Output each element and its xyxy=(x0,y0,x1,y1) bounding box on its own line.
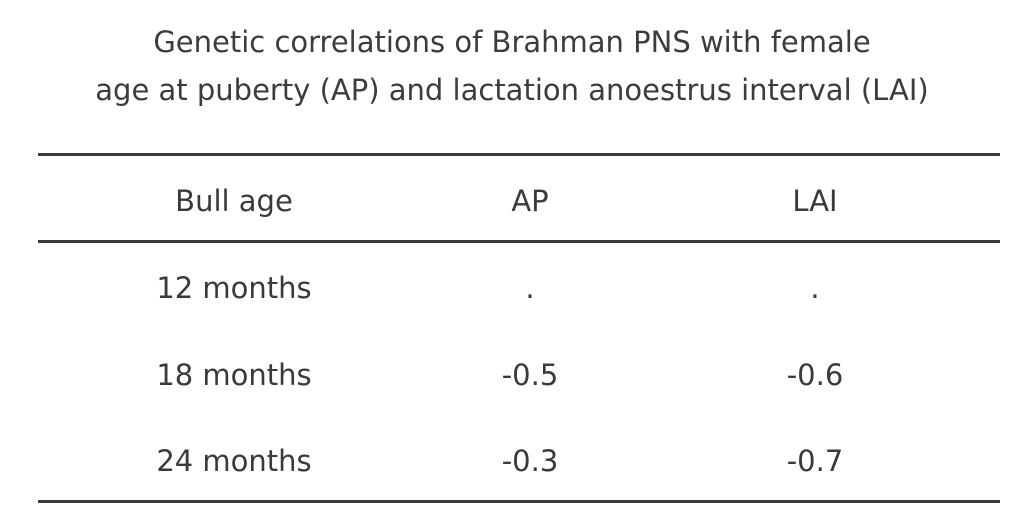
page-title: Genetic correlations of Brahman PNS with… xyxy=(0,18,1024,114)
header-ap: AP xyxy=(511,184,549,218)
cell-bull-age: 24 months xyxy=(156,444,312,478)
title-line-1: Genetic correlations of Brahman PNS with… xyxy=(153,25,871,59)
cell-ap: . xyxy=(525,271,535,305)
cell-ap: -0.3 xyxy=(501,444,559,478)
table-top-rule xyxy=(38,153,1000,156)
header-bull-age: Bull age xyxy=(175,184,293,218)
cell-ap: -0.5 xyxy=(501,358,559,392)
cell-lai: -0.6 xyxy=(786,358,844,392)
header-lai: LAI xyxy=(792,184,838,218)
table-header-rule xyxy=(38,240,1000,243)
cell-lai: . xyxy=(810,271,820,305)
cell-bull-age: 18 months xyxy=(156,358,312,392)
title-line-2: age at puberty (AP) and lactation anoest… xyxy=(95,73,929,107)
cell-bull-age: 12 months xyxy=(156,271,312,305)
table-bottom-rule xyxy=(38,500,1000,503)
cell-lai: -0.7 xyxy=(786,444,844,478)
